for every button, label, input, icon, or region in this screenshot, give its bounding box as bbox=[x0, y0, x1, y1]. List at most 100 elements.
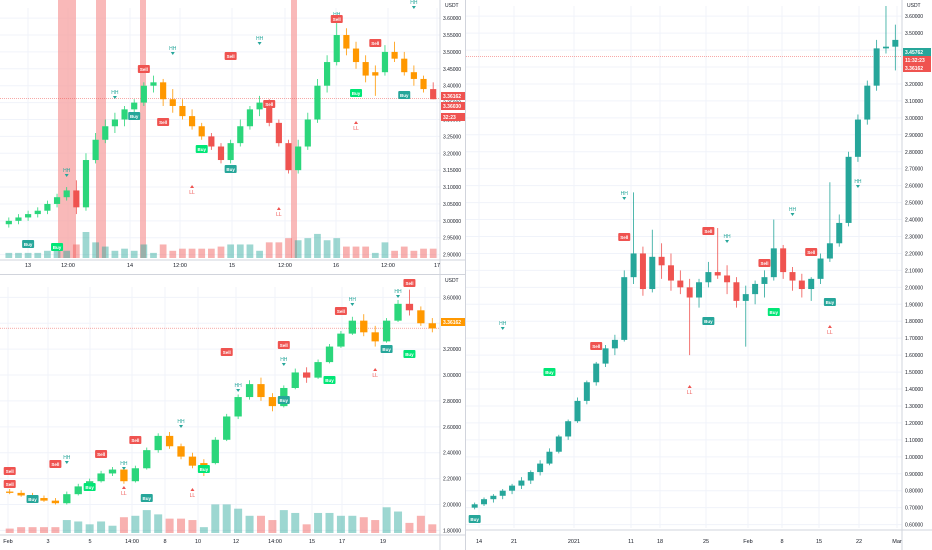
volume-bar bbox=[207, 248, 215, 258]
candle-body bbox=[304, 119, 311, 147]
chart-panel-right[interactable]: 3.600003.500003.400003.300003.200003.100… bbox=[466, 0, 932, 550]
candlestick-chart-3[interactable]: 3.600003.500003.400003.300003.200003.100… bbox=[466, 0, 932, 550]
x-tick-label: Feb bbox=[3, 539, 12, 545]
candle-body bbox=[752, 283, 759, 295]
x-tick-label: 8 bbox=[163, 539, 166, 545]
volume-bar bbox=[291, 512, 300, 533]
candle-body bbox=[471, 504, 478, 508]
buy-signal-label: Buy bbox=[280, 398, 289, 403]
sell-signal: Sell bbox=[403, 279, 416, 287]
volume-bar bbox=[222, 504, 231, 533]
x-tick-label: 11 bbox=[628, 539, 634, 545]
candle-body bbox=[143, 450, 151, 469]
candle-body bbox=[873, 48, 880, 86]
buy-signal-box bbox=[767, 308, 780, 316]
volume-bar bbox=[24, 252, 32, 258]
candle-body bbox=[97, 473, 105, 482]
volume-bar bbox=[429, 248, 437, 258]
signal-highlight-band bbox=[58, 0, 76, 258]
y-tick-label: 0.60000 bbox=[905, 523, 923, 529]
candle-body bbox=[826, 243, 833, 259]
sell-signal-box bbox=[137, 65, 150, 73]
sell-signal: Sell bbox=[3, 467, 16, 475]
candle-body bbox=[808, 278, 815, 290]
sell-signal-box bbox=[3, 467, 16, 475]
y-tick-label: 1.80000 bbox=[905, 319, 923, 325]
candle-body bbox=[401, 58, 408, 73]
candle-body bbox=[92, 139, 99, 161]
sell-signal-box bbox=[702, 227, 715, 235]
panel-divider-vertical bbox=[465, 0, 466, 550]
candle-body bbox=[574, 400, 581, 422]
volume-bar bbox=[336, 515, 345, 533]
y-tick-label: 1.50000 bbox=[905, 370, 923, 376]
hh-label: HH bbox=[789, 207, 797, 213]
candle-body bbox=[324, 62, 331, 86]
sell-signal-label: Sell bbox=[6, 482, 14, 487]
price-tag-label: 32:23 bbox=[443, 115, 456, 121]
volume-bar bbox=[279, 510, 288, 533]
y-tick-label: 2.00000 bbox=[443, 503, 461, 509]
x-tick-label: 13 bbox=[25, 263, 31, 269]
candle-body bbox=[188, 116, 196, 127]
sell-signal-label: Sell bbox=[131, 438, 139, 443]
x-tick-label: 3 bbox=[46, 539, 49, 545]
ll-label: LL bbox=[827, 330, 833, 336]
x-tick-label: 18 bbox=[657, 539, 663, 545]
buy-signal-box bbox=[323, 376, 336, 384]
buy-signal: Buy bbox=[398, 91, 411, 99]
sell-signal: Sell bbox=[330, 15, 343, 23]
candle-body bbox=[649, 256, 656, 290]
candle-body bbox=[44, 203, 51, 211]
ll-label: LL bbox=[190, 493, 196, 499]
x-tick-label: 15 bbox=[229, 263, 235, 269]
currency-label: USDT bbox=[445, 278, 459, 284]
y-tick-label: 2.40000 bbox=[443, 451, 461, 457]
candle-body bbox=[798, 280, 805, 290]
candle-body bbox=[150, 82, 157, 86]
volume-bar bbox=[391, 250, 398, 258]
buy-signal: Buy bbox=[83, 483, 96, 491]
candle-body bbox=[864, 85, 871, 120]
hh-arrow-icon bbox=[790, 213, 795, 216]
volume-bar bbox=[111, 250, 119, 258]
candle-body bbox=[74, 486, 82, 495]
candle-body bbox=[621, 277, 628, 340]
candle-body bbox=[17, 492, 25, 496]
buy-signal: Buy bbox=[702, 317, 715, 325]
candle-body bbox=[481, 499, 488, 505]
candle-body bbox=[63, 190, 70, 198]
candle-body bbox=[246, 109, 254, 127]
volume-bar bbox=[17, 527, 26, 533]
candlestick-chart-2[interactable]: 3.600003.400003.200003.000002.800002.600… bbox=[0, 275, 466, 550]
chart-panel-top-left[interactable]: 3.600003.550003.500003.450003.400003.350… bbox=[0, 0, 466, 275]
buy-signal-label: Buy bbox=[200, 467, 209, 472]
x-tick-label: 25 bbox=[703, 539, 709, 545]
y-tick-label: 2.20000 bbox=[905, 251, 923, 257]
volume-bar bbox=[39, 527, 48, 533]
candlestick-chart-1[interactable]: 3.600003.550003.500003.450003.400003.350… bbox=[0, 0, 466, 275]
sell-signal: Sell bbox=[618, 233, 631, 241]
x-tick-label: 12:00 bbox=[173, 263, 187, 269]
price-tag-label: 3.36030 bbox=[443, 104, 461, 110]
volume-bar bbox=[74, 521, 83, 533]
buy-signal-label: Buy bbox=[24, 242, 33, 247]
sell-signal-box bbox=[334, 307, 347, 315]
chart-panel-bottom-left[interactable]: 3.600003.400003.200003.000002.800002.600… bbox=[0, 275, 466, 550]
buy-signal: Buy bbox=[543, 368, 556, 376]
candle-body bbox=[394, 303, 402, 321]
volume-bar bbox=[154, 514, 163, 533]
y-tick-label: 1.20000 bbox=[905, 421, 923, 427]
hh-arrow-icon bbox=[500, 327, 505, 330]
hh-arrow-icon bbox=[281, 363, 286, 366]
y-tick-label: 3.20000 bbox=[443, 151, 461, 157]
candle-body bbox=[53, 197, 61, 204]
ll-arrow-icon bbox=[354, 121, 359, 124]
y-tick-label: 1.00000 bbox=[905, 455, 923, 461]
candle-body bbox=[169, 99, 176, 106]
x-tick-label: 12 bbox=[233, 539, 239, 545]
candle-body bbox=[179, 105, 186, 117]
candle-body bbox=[892, 39, 899, 47]
buy-signal-label: Buy bbox=[130, 114, 139, 119]
candle-body bbox=[854, 119, 861, 157]
